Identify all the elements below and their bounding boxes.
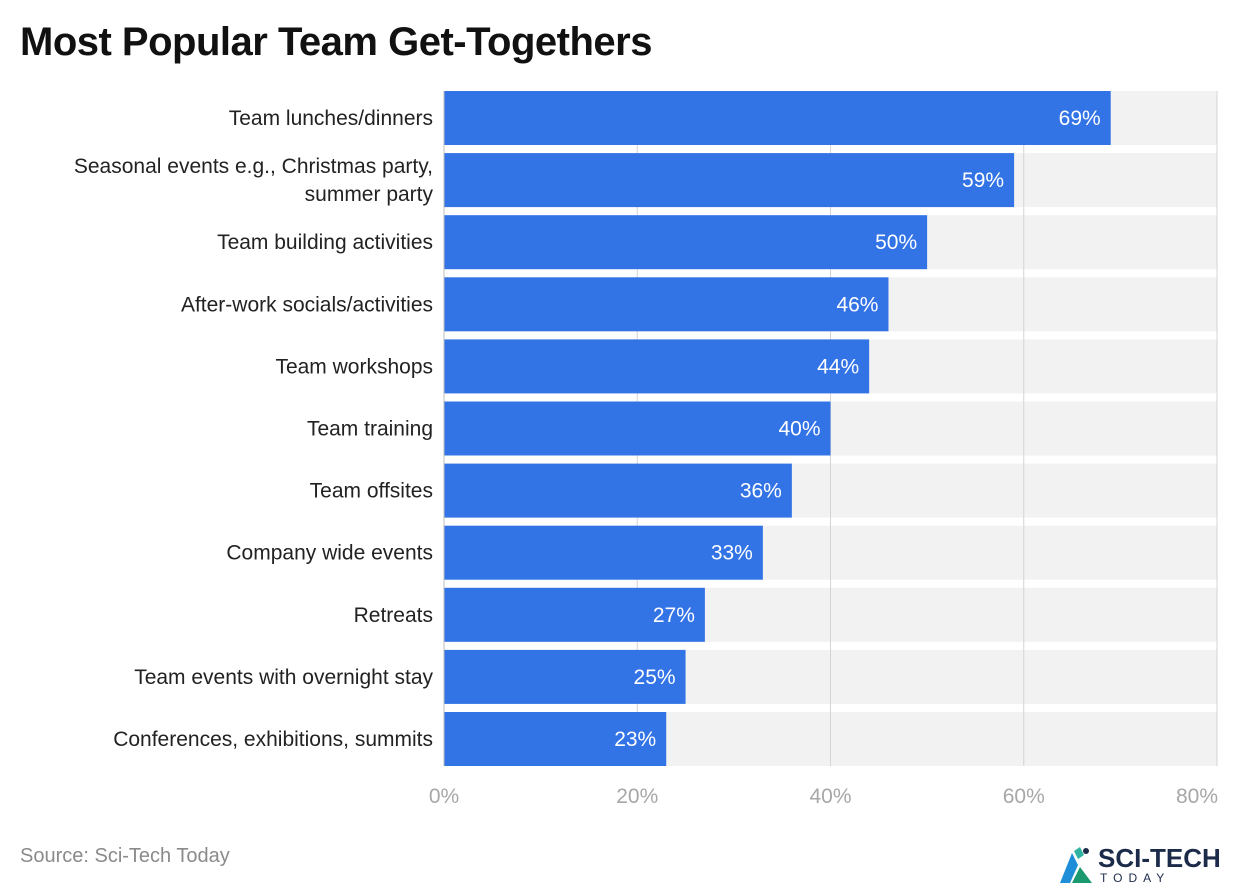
bar	[444, 339, 870, 394]
category-label: After-work socials/activities	[181, 293, 433, 316]
chart-title: Most Popular Team Get-Togethers	[20, 20, 652, 64]
bar	[444, 463, 792, 518]
data-label: 33%	[711, 542, 753, 565]
category-label: Seasonal events e.g., Christmas party,	[74, 155, 433, 178]
logo-subtext: TODAY	[1100, 871, 1171, 885]
data-label: 25%	[634, 666, 676, 689]
data-label: 23%	[614, 728, 656, 751]
sci-tech-logo-icon	[1060, 847, 1092, 883]
bar	[444, 587, 705, 642]
category-label: Company wide events	[226, 542, 433, 565]
category-label: Conferences, exhibitions, summits	[113, 728, 433, 751]
category-label: summer party	[305, 183, 434, 206]
data-label: 50%	[875, 231, 917, 254]
category-label: Team lunches/dinners	[229, 107, 433, 130]
x-tick-label: 80%	[1176, 785, 1218, 808]
category-label: Team training	[307, 418, 433, 441]
bar	[444, 649, 686, 704]
x-tick-label: 60%	[1003, 785, 1045, 808]
logo-wordmark: SCI-TECH	[1098, 843, 1221, 873]
bar	[444, 91, 1111, 145]
bar	[444, 712, 667, 766]
data-label: 40%	[778, 418, 820, 441]
category-label: Team workshops	[275, 355, 433, 378]
x-tick-label: 20%	[616, 785, 658, 808]
category-label: Team offsites	[310, 480, 433, 503]
sci-tech-logo: SCI-TECH TODAY	[1058, 843, 1238, 887]
bar	[444, 277, 889, 332]
source-note: Source: Sci-Tech Today	[20, 845, 230, 867]
bar	[444, 525, 763, 580]
data-label: 59%	[962, 169, 1004, 192]
category-label: Retreats	[354, 604, 433, 627]
bar	[444, 215, 928, 270]
x-tick-label: 40%	[809, 785, 851, 808]
category-label: Team events with overnight stay	[134, 666, 433, 689]
data-label: 36%	[740, 480, 782, 503]
data-label: 46%	[836, 293, 878, 316]
bar	[444, 153, 1015, 208]
data-label: 27%	[653, 604, 695, 627]
data-label: 44%	[817, 355, 859, 378]
bar	[444, 401, 831, 456]
category-label: Team building activities	[217, 231, 433, 254]
x-tick-label: 0%	[429, 785, 459, 808]
data-label: 69%	[1059, 107, 1101, 130]
